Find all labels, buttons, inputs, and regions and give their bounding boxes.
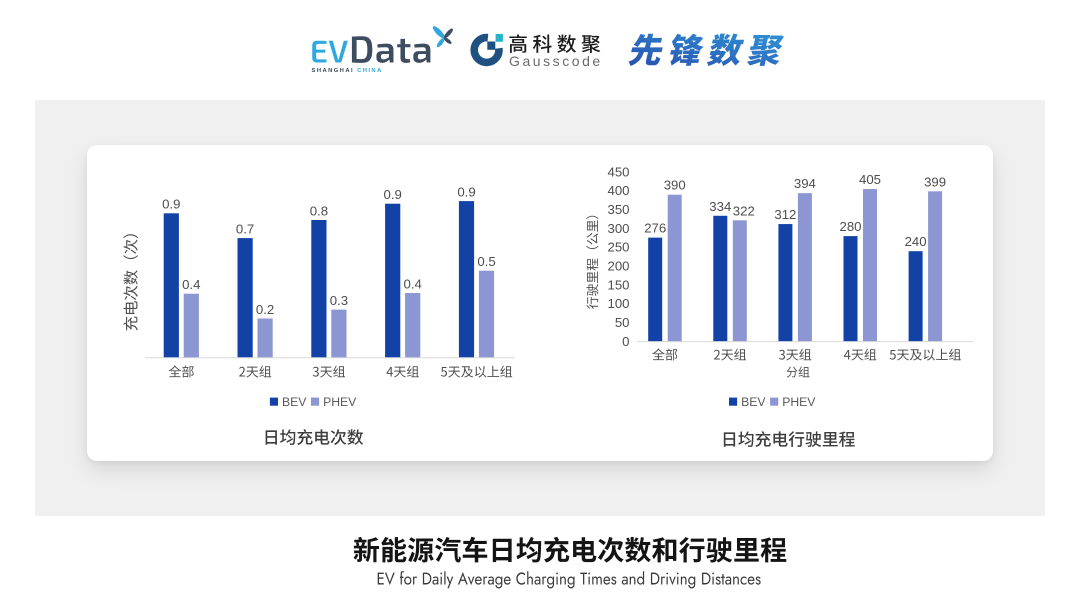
svg-text:BEV: BEV bbox=[741, 395, 766, 409]
svg-text:0.2: 0.2 bbox=[256, 302, 274, 317]
svg-text:280: 280 bbox=[839, 219, 861, 234]
svg-text:PHEV: PHEV bbox=[782, 395, 816, 409]
svg-text:334: 334 bbox=[709, 199, 731, 214]
svg-text:322: 322 bbox=[733, 203, 755, 218]
svg-text:276: 276 bbox=[644, 221, 666, 236]
svg-text:0.3: 0.3 bbox=[330, 293, 348, 308]
svg-text:150: 150 bbox=[607, 277, 629, 292]
svg-text:0.4: 0.4 bbox=[182, 277, 200, 292]
svg-text:0.9: 0.9 bbox=[457, 185, 475, 200]
svg-text:0.8: 0.8 bbox=[310, 203, 328, 218]
svg-text:100: 100 bbox=[607, 296, 629, 311]
svg-text:240: 240 bbox=[905, 234, 927, 249]
svg-text:200: 200 bbox=[607, 258, 629, 273]
svg-text:0.9: 0.9 bbox=[162, 197, 180, 212]
svg-text:250: 250 bbox=[607, 240, 629, 255]
svg-text:350: 350 bbox=[607, 202, 629, 217]
svg-text:50: 50 bbox=[615, 315, 630, 330]
svg-text:0.5: 0.5 bbox=[477, 254, 495, 269]
svg-text:399: 399 bbox=[924, 174, 946, 189]
svg-text:394: 394 bbox=[794, 176, 816, 191]
svg-text:0.7: 0.7 bbox=[236, 222, 254, 237]
svg-text:0.9: 0.9 bbox=[384, 187, 402, 202]
svg-text:BEV: BEV bbox=[282, 395, 307, 409]
svg-text:PHEV: PHEV bbox=[323, 395, 357, 409]
svg-text:450: 450 bbox=[607, 164, 629, 179]
svg-text:400: 400 bbox=[607, 183, 629, 198]
svg-text:312: 312 bbox=[774, 207, 796, 222]
svg-text:300: 300 bbox=[607, 221, 629, 236]
svg-text:390: 390 bbox=[664, 178, 686, 193]
svg-text:0.4: 0.4 bbox=[404, 276, 422, 291]
svg-text:405: 405 bbox=[859, 172, 881, 187]
svg-text:0: 0 bbox=[622, 334, 629, 349]
